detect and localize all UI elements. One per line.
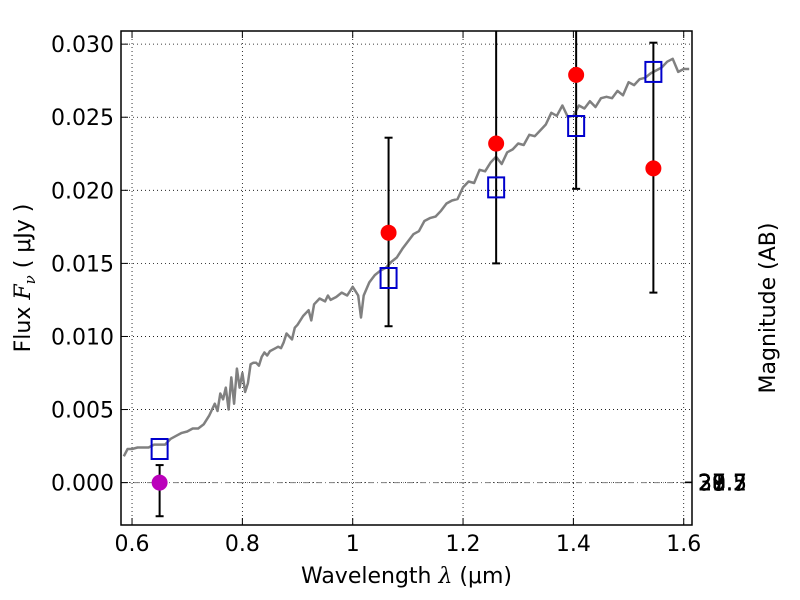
y2-tick-label: 28 [698,471,726,496]
y2-tick-label: 28.2 [698,471,747,496]
y2-tick-label: 29.5 [698,472,747,497]
x-tick-label: 1.6 [666,532,701,557]
model-photometry-square [150,438,169,460]
y-axis-title-part: ( μJy ) [11,204,36,276]
ticks: 0.6 0.8 1 1.2 1.4 1.6 0.000 0.005 0.010 0.015 0.02… [51,31,747,557]
y2-axis-title: Magnitude (AB) [756,223,781,394]
upper-limit-point [151,474,168,491]
observed-flux-point [568,66,585,83]
x-tick-label: 0.8 [225,532,260,557]
y-tick-label: 0.010 [51,325,114,350]
x-axis-title: Wavelength λ (μm) [301,564,512,589]
y2-tick-label: 28.5 [698,471,747,496]
model-spectrum-line [122,57,690,457]
plot-area [122,31,690,518]
x-axis-title-part: Wavelength [301,564,439,589]
y2-tick-label: 30 [698,472,726,497]
model-photometry-square [487,176,506,199]
y-tick-label: 0.020 [51,179,114,204]
y2-tick-label: 27.7 [698,471,747,496]
model-photometry-square [379,267,398,289]
y-tick-label: 0.000 [51,472,114,497]
x-axis-title-part: (μm) [452,564,512,589]
observed-flux-point [645,160,662,177]
y-axis-title: Flux Fν ( μJy ) [11,204,39,353]
model-photometry-square [644,60,663,83]
model-photometry-square [567,115,586,137]
y-tick-label: 0.030 [51,33,114,58]
grid [121,31,692,525]
x-tick-label: 0.6 [115,532,150,557]
y2-tick-label: 31 [698,472,726,497]
y-axis-title-part: ν [21,275,39,284]
y-tick-label: 0.015 [51,252,114,277]
x-tick-label: 1 [346,532,360,557]
y-axis-title-part: F [11,284,36,301]
observed-flux-point [380,224,397,241]
x-axis-title-part: λ [437,564,452,589]
y-tick-label: 0.025 [51,106,114,131]
axes-frame [120,30,693,526]
y2-tick-label: 29 [698,471,726,496]
observed-flux-point [488,135,505,152]
x-tick-label: 1.4 [556,532,591,557]
y-tick-label: 0.005 [51,399,114,424]
y-axis-title-part: Flux [11,300,36,353]
x-tick-label: 1.2 [446,532,481,557]
